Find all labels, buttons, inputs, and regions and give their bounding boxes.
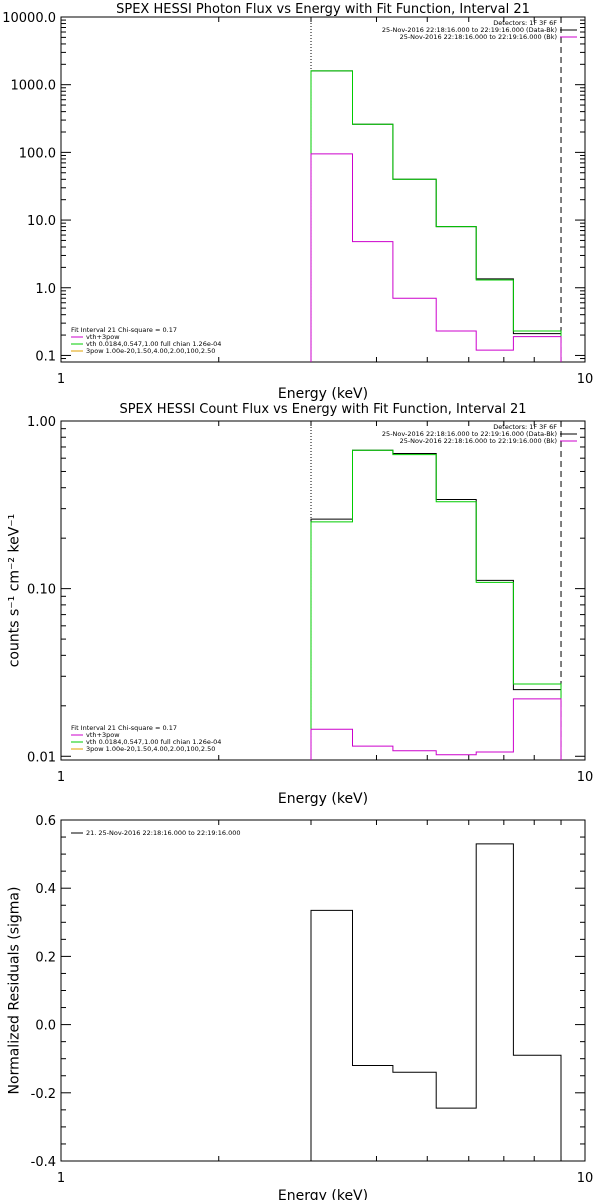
x-tick-label: 1 [57,1171,65,1186]
y-axis-label: counts s⁻¹ cm⁻² keV⁻¹ [7,514,23,668]
x-tick-label: 1 [57,372,65,387]
legend-entry: 3pow 1.00e-20,1.50,4.00,2.00,100,2.50 [86,347,215,355]
legend-entry: Fit Interval 21 Chi-square = 0.17 [71,724,177,732]
header-line: 25-Nov-2016 22:18:16.000 to 22:19:16.000… [382,26,557,34]
y-tick-label: 100.0 [19,146,56,161]
x-axis-label: Energy (keV) [278,791,368,807]
x-tick-label: 10 [577,770,594,785]
chart-title: SPEX HESSI Photon Flux vs Energy with Fi… [116,2,530,17]
legend-entry: 21. 25-Nov-2016 22:18:16.000 to 22:19:16… [86,829,240,837]
x-tick-label: 10 [577,372,594,387]
header-line: 25-Nov-2016 22:18:16.000 to 22:19:16.000… [400,437,557,445]
y-tick-label: 0.4 [35,882,56,897]
series-2-line [310,698,562,760]
series-0-line [310,843,562,1161]
series-1-line [310,70,562,362]
legend-entry: Fit Interval 21 Chi-square = 0.17 [71,326,177,334]
y-tick-label: 0.0 [35,1019,56,1034]
x-tick-label: 10 [577,1171,594,1186]
x-axis-label: Energy (keV) [278,386,368,402]
y-tick-label: 10.0 [27,214,56,229]
y-tick-label: -0.4 [31,1155,56,1170]
header-line: Detectors: 1F 3F 6F [493,19,557,27]
y-tick-label: 0.6 [35,814,56,829]
header-line: 25-Nov-2016 22:18:16.000 to 22:19:16.000… [382,430,557,438]
y-tick-label: 0.1 [35,349,56,364]
x-tick-label: 1 [57,770,65,785]
photon-flux-panel: SPEX HESSI Photon Flux vs Energy with Fi… [2,2,593,402]
header-line: Detectors: 1F 3F 6F [493,423,557,431]
header-line: 25-Nov-2016 22:18:16.000 to 22:19:16.000… [400,33,557,41]
y-tick-label: 0.2 [35,950,56,965]
y-axis-label: Normalized Residuals (sigma) [7,887,23,1095]
y-tick-label: 0.10 [27,583,56,598]
y-tick-label: 10000.0 [2,11,56,26]
legend-entry: vth 0.0184,0.547,1.00 full chian 1.26e-0… [86,738,221,746]
plot-frame [60,420,586,761]
series-1-line [310,449,562,760]
series-2-line [310,153,562,362]
legend-entry: vth+3pow [86,333,120,341]
legend-entry: vth+3pow [86,731,120,739]
count-flux-panel: SPEX HESSI Count Flux vs Energy with Fit… [7,402,594,807]
y-tick-label: 1.0 [35,282,56,297]
y-tick-label: 1000.0 [11,79,57,94]
legend-entry: 3pow 1.00e-20,1.50,4.00,2.00,100,2.50 [86,745,215,753]
y-tick-label: -0.2 [31,1087,56,1102]
legend-entry: vth 0.0184,0.547,1.00 full chian 1.26e-0… [86,340,221,348]
y-tick-label: 1.00 [27,415,56,430]
x-axis-label: Energy (keV) [278,1188,368,1200]
y-tick-label: 0.01 [27,750,56,765]
plot-frame [60,819,586,1162]
chart-title: SPEX HESSI Count Flux vs Energy with Fit… [119,402,526,417]
plot-frame [60,16,586,363]
residuals-panel: 1 10 -0.4 -0.2 0.0 0.2 0.4 0.6 Energy (keV) Norma… [7,814,594,1200]
